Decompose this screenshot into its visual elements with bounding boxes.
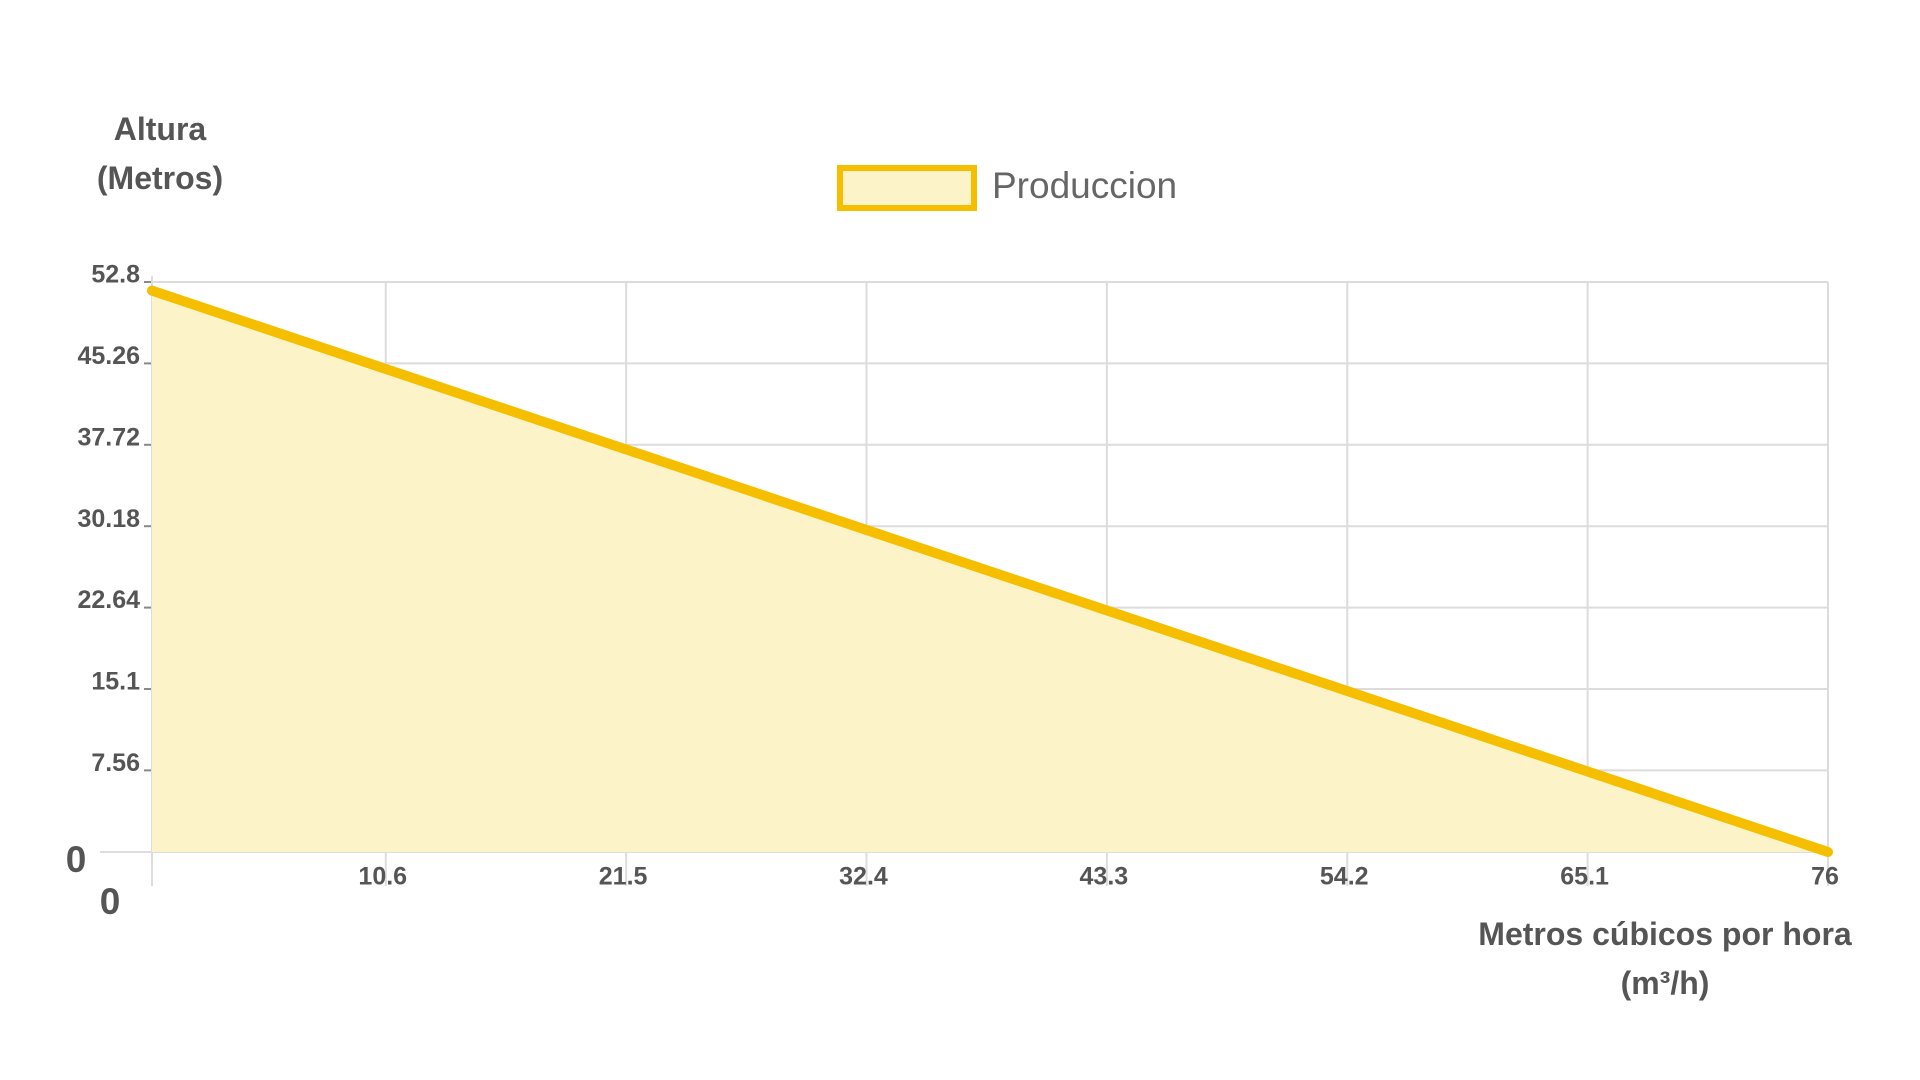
legend-label: Produccion bbox=[992, 165, 1177, 206]
y-tick-label: 0 bbox=[66, 839, 87, 880]
legend-swatch bbox=[837, 165, 977, 211]
y-tick-label: 37.72 bbox=[77, 423, 140, 451]
x-tick-label: 10.6 bbox=[358, 863, 407, 891]
x-tick-label: 65.1 bbox=[1560, 863, 1609, 891]
x-tick-label: 43.3 bbox=[1080, 863, 1129, 891]
y-axis-title: Altura (Metros) bbox=[96, 111, 224, 196]
y-tick-label: 45.26 bbox=[77, 342, 140, 370]
y-tick-label: 22.64 bbox=[77, 586, 140, 614]
y-tick-label: 52.8 bbox=[91, 261, 140, 289]
y-tick-label: 30.18 bbox=[77, 505, 140, 533]
x-axis-title: Metros cúbicos por hora (m³/h) bbox=[1478, 916, 1852, 1001]
x-tick-label: 32.4 bbox=[839, 863, 888, 891]
x-tick-label: 21.5 bbox=[599, 863, 648, 891]
x-tick-label: 54.2 bbox=[1320, 863, 1369, 891]
x-tick-label: 0 bbox=[100, 881, 121, 922]
y-tick-label: 15.1 bbox=[91, 668, 140, 696]
y-tick-label: 7.56 bbox=[91, 749, 140, 777]
x-tick-label: 76 bbox=[1811, 863, 1839, 891]
area-line bbox=[147, 285, 1833, 857]
